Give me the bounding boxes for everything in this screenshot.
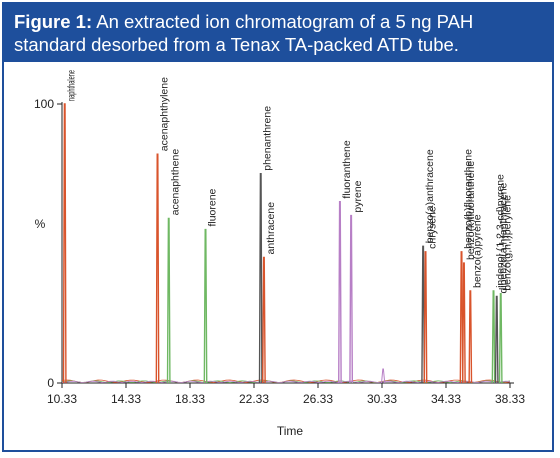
peak-label: naphthalene xyxy=(66,70,78,101)
peak-label: benzo(b)fluoranthene xyxy=(463,149,475,249)
peak-dibenzo-a-h-anthracene xyxy=(494,295,499,384)
peak-acenaphthylene xyxy=(155,153,160,384)
peak-label: benzo(g,h,i)perylene xyxy=(502,195,514,291)
peak-fluoranthene xyxy=(338,200,342,384)
peak-benzo-k-fluoranthene xyxy=(462,262,466,384)
peak-label: acenaphthylene xyxy=(159,77,171,151)
chart-axes: 10.33 14.33 18.33 22.33 26.33 30.33 34.33 38.33… xyxy=(34,97,525,406)
x-tick-label: 22.33 xyxy=(239,392,269,406)
peak-label: benzo(a)pyrene xyxy=(471,214,483,288)
x-tick-label: 34.33 xyxy=(431,392,461,406)
peak-label: pyrene xyxy=(352,180,364,212)
peak-naphthalene xyxy=(62,103,67,384)
peak-label: benzo(k)fluoranthene xyxy=(465,161,477,260)
peak-label: acenaphthene xyxy=(170,149,182,216)
peaks-layer xyxy=(61,103,511,384)
peak-indenol-1-2-3-cd-pyrene xyxy=(491,290,496,384)
x-tick-label: 10.33 xyxy=(47,392,77,406)
peak-label: dibenzo(a,h)anthracene xyxy=(498,182,510,293)
peak-chrysene xyxy=(423,251,428,384)
figure-caption: An extracted ion chromatogram of a 5 ng … xyxy=(14,11,474,55)
figure-caption-banner: Figure 1: An extracted ion chromatogram … xyxy=(4,4,552,62)
figure-label: Figure 1: xyxy=(14,11,93,32)
figure-frame: Figure 1: An extracted ion chromatogram … xyxy=(2,2,554,452)
peak-benzo-b-fluoranthene xyxy=(459,251,464,384)
baseline-trace xyxy=(61,380,511,383)
peak-label: fluoranthene xyxy=(341,140,353,199)
x-tick-label: 18.33 xyxy=(175,392,205,406)
peak-benzo-g-h-i-perylene xyxy=(498,293,503,384)
peak-pyrene xyxy=(349,214,354,384)
y-tick-label: 100 xyxy=(34,97,54,111)
peak-anthracene xyxy=(262,256,266,384)
peak-label: fluorene xyxy=(207,188,219,226)
peak-label: benzo(a)anthracene xyxy=(424,149,436,243)
x-tick-label: 30.33 xyxy=(367,392,397,406)
peak-benzo-a-anthracene xyxy=(421,245,426,384)
peak-label: anthracene xyxy=(265,202,277,255)
y-axis-label: % xyxy=(35,217,46,231)
peak-phenanthrene xyxy=(258,173,263,384)
peak-label: chrysene xyxy=(427,206,439,249)
peak-fluorene xyxy=(203,228,208,384)
x-tick-label: 14.33 xyxy=(111,392,141,406)
minor-peak xyxy=(381,368,386,384)
peak-benzo-a-pyrene xyxy=(468,290,473,384)
y-tick-label: 0 xyxy=(47,376,54,390)
x-tick-label: 26.33 xyxy=(303,392,333,406)
x-axis-label: Time xyxy=(277,424,304,438)
peak-label: phenanthrene xyxy=(262,106,274,171)
peak-label: indenol (1,2,3-cd)pyrene xyxy=(495,174,507,288)
peak-acenaphthene xyxy=(166,217,171,384)
x-tick-label: 38.33 xyxy=(495,392,525,406)
